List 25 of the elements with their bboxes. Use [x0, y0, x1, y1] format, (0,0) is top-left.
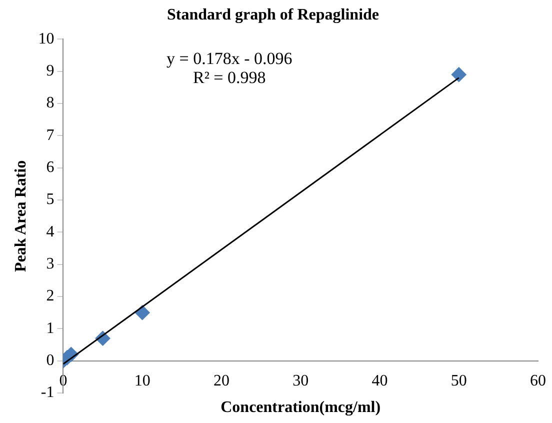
y-axis-title: Peak Area Ratio — [12, 160, 30, 272]
annotation: R² = 0.998 — [192, 68, 266, 88]
point — [451, 67, 466, 82]
x-tick-label: 40 — [372, 372, 388, 390]
x-tick-label: 50 — [450, 372, 467, 390]
y-tick-label: 4 — [46, 223, 54, 240]
x-tick-label: 20 — [213, 372, 230, 390]
x-tick-label: 0 — [59, 372, 68, 390]
y-tick-label: 7 — [46, 126, 54, 144]
x-axis-title: Concentration(mcg/ml) — [220, 398, 381, 416]
y-tick-label: 1 — [46, 320, 54, 337]
annotation: y = 0.178x - 0.096 — [166, 49, 292, 68]
x-tick-label: 60 — [530, 372, 546, 390]
chart-title: Standard graph of Repaglinide — [166, 6, 380, 24]
y-tick-label: 5 — [46, 191, 54, 208]
y-tick-label: 6 — [46, 159, 54, 176]
y-tick-label: 0 — [46, 352, 54, 370]
x-tick-label: 30 — [292, 372, 309, 390]
y-tick-label: 8 — [46, 94, 54, 112]
y-tick-label: 10 — [38, 30, 54, 48]
y-tick-label: 9 — [46, 62, 54, 80]
x-tick-label: 10 — [134, 372, 150, 390]
y-tick-label: 3 — [46, 256, 54, 273]
y-tick-label: 2 — [46, 288, 54, 305]
y-tick-label: -1 — [40, 384, 54, 402]
